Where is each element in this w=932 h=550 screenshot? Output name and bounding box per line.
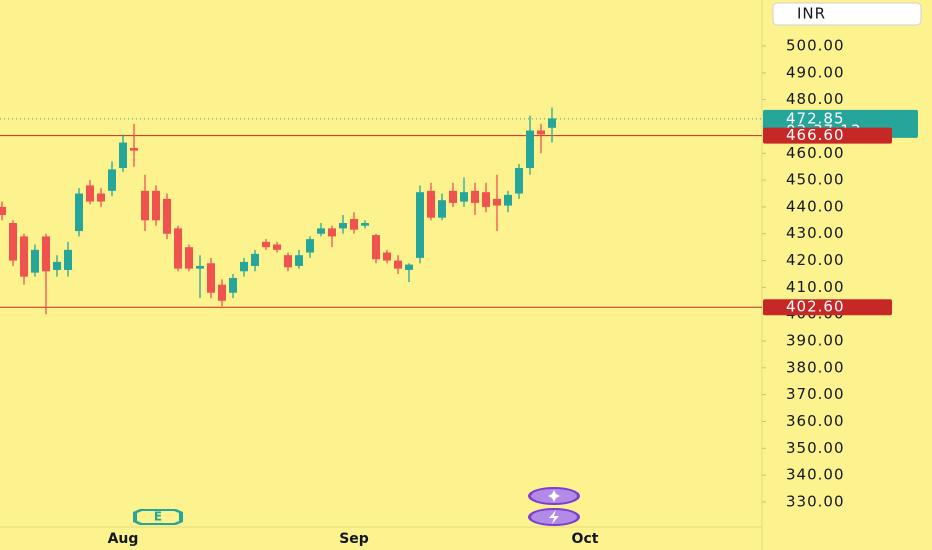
y-tick-label: 450.00	[786, 171, 845, 189]
x-tick-label: Sep	[339, 531, 369, 547]
candle-body	[31, 249, 39, 273]
candle-body	[471, 190, 479, 203]
candle-body	[185, 247, 193, 269]
candle-body	[350, 218, 358, 230]
y-tick-label: 440.00	[786, 197, 845, 215]
candle-body	[548, 118, 556, 128]
price-badge-label: 466.60	[786, 126, 845, 144]
y-tick-label: 360.00	[786, 412, 845, 430]
candle-body	[526, 130, 534, 169]
candle-body	[339, 223, 347, 229]
candle-body	[372, 235, 380, 260]
event-icon[interactable]	[528, 487, 580, 505]
candle-body	[317, 228, 325, 234]
candle-body	[64, 249, 72, 270]
candle-body	[207, 263, 215, 293]
candle-body	[20, 236, 28, 277]
candle-body	[251, 253, 259, 266]
candle-body	[449, 190, 457, 203]
y-tick-label: 350.00	[786, 439, 845, 457]
candle-body	[141, 190, 149, 221]
currency-box[interactable]	[772, 2, 922, 26]
earnings-icon[interactable]: E	[133, 509, 183, 525]
candle-body	[515, 168, 523, 194]
candle-body	[273, 244, 281, 250]
candle-body	[174, 228, 182, 269]
candle-body	[361, 223, 369, 226]
candle-body	[0, 206, 6, 215]
candle-body	[9, 223, 17, 261]
y-tick-label: 430.00	[786, 224, 845, 242]
candle-body	[493, 198, 501, 206]
candle-body	[119, 142, 127, 169]
y-tick-label: 490.00	[786, 63, 845, 81]
candle-body	[86, 185, 94, 202]
event-icon[interactable]	[528, 508, 580, 526]
candle-body	[163, 198, 171, 234]
y-tick-label: 390.00	[786, 332, 845, 350]
candle-body	[53, 261, 61, 270]
last-price: 472.85	[786, 109, 845, 127]
candle-body	[130, 147, 138, 151]
candle-body	[152, 190, 160, 221]
x-tick-label: Aug	[108, 531, 139, 547]
y-tick-label: 330.00	[786, 492, 845, 510]
candle-body	[306, 239, 314, 253]
price-badge	[763, 127, 892, 144]
candle-body	[108, 169, 116, 191]
candle-body	[229, 277, 237, 293]
candle-body	[240, 261, 248, 272]
y-tick-label: 340.00	[786, 466, 845, 484]
candle-body	[328, 228, 336, 237]
y-tick-label: 410.00	[786, 278, 845, 296]
x-tick-label: Oct	[572, 531, 599, 547]
candle-body	[97, 193, 105, 202]
candle-body	[416, 192, 424, 258]
candle-body	[427, 190, 435, 218]
candle-body	[42, 236, 50, 272]
price-badge-label: 402.60	[786, 298, 845, 316]
candle-body	[284, 255, 292, 268]
y-tick-label: 380.00	[786, 358, 845, 376]
y-tick-label: 500.00	[786, 36, 845, 54]
currency: INR	[797, 5, 826, 23]
candle-body	[196, 265, 204, 269]
candle-body	[295, 255, 303, 266]
candle-body	[383, 252, 391, 261]
candle-body	[262, 241, 270, 248]
y-tick-label: 370.00	[786, 385, 845, 403]
y-tick-label: 480.00	[786, 90, 845, 108]
candle-body	[482, 192, 490, 207]
y-tick-label: 460.00	[786, 144, 845, 162]
svg-text:E: E	[154, 510, 162, 524]
candle-body	[460, 192, 468, 202]
price-badge	[763, 299, 892, 316]
candle-body	[438, 200, 446, 218]
candle-body	[537, 130, 545, 135]
candle-body	[394, 260, 402, 269]
y-tick-label: 420.00	[786, 251, 845, 269]
candle-body	[75, 193, 83, 232]
candle-body	[504, 194, 512, 206]
candle-body	[405, 264, 413, 270]
candle-body	[218, 284, 226, 301]
